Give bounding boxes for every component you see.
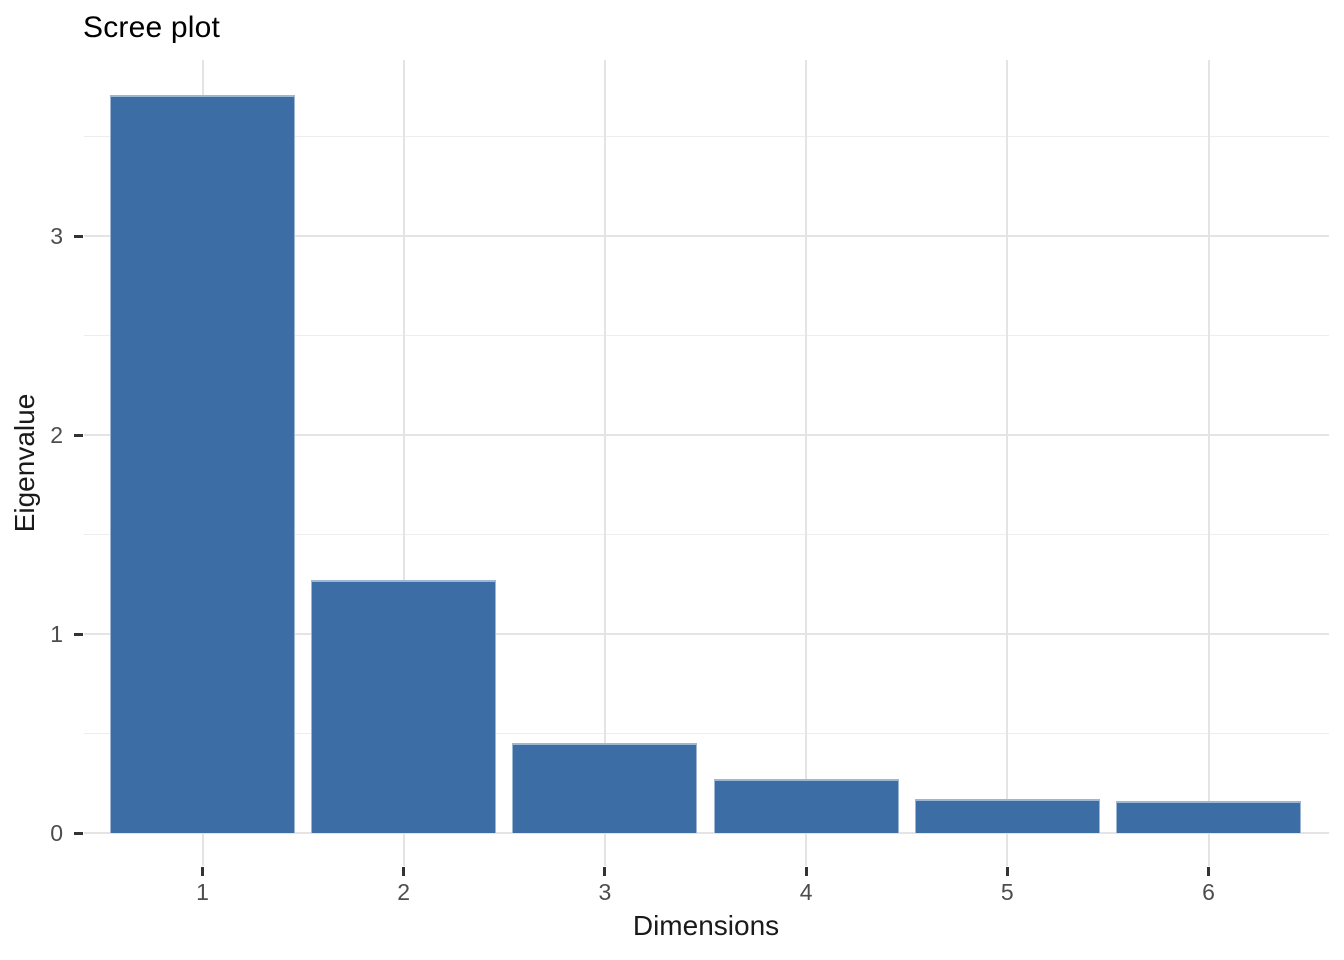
v-gridline-major [805,60,808,866]
x-tick-label: 6 [1202,879,1215,905]
h-gridline-minor [84,534,1329,535]
y-tick-mark [74,831,83,835]
v-gridline-major [1207,60,1210,866]
y-tick-label: 0 [50,820,63,846]
y-tick-mark [74,632,83,636]
x-tick-mark [603,867,607,876]
v-gridline-major [603,60,606,866]
bar [1116,801,1301,833]
x-tick-label: 2 [397,879,411,905]
y-tick-mark [74,234,83,238]
x-axis-title: Dimensions [632,910,780,941]
h-gridline-major [84,235,1329,237]
x-tick-label: 5 [1000,879,1014,905]
chart-title: Scree plot [83,11,221,44]
x-tick-mark [804,867,808,876]
y-tick-label: 2 [50,422,63,448]
y-tick-mark [74,433,83,437]
v-gridline-major [1006,60,1009,866]
v-gridline-major [402,60,405,866]
bar [110,94,295,833]
x-tick-mark [402,867,406,876]
h-gridline-minor [84,136,1329,137]
h-gridline-major [84,434,1329,436]
x-tick-mark [1207,867,1210,876]
bar [311,580,497,833]
x-tick-mark [1005,867,1009,876]
h-gridline-minor [84,733,1329,734]
h-gridline-minor [84,335,1329,336]
h-gridline-major [84,832,1329,834]
bar [512,743,698,833]
y-tick-label: 3 [50,223,63,249]
y-axis-title: Eigenvalue [9,393,40,533]
bar [914,799,1100,833]
x-tick-label: 3 [598,879,612,905]
x-tick-label: 1 [196,879,209,905]
h-gridline-major [84,633,1329,635]
bar [713,779,899,833]
y-tick-label: 1 [50,621,63,647]
x-tick-mark [201,867,204,876]
x-tick-label: 4 [799,879,813,905]
